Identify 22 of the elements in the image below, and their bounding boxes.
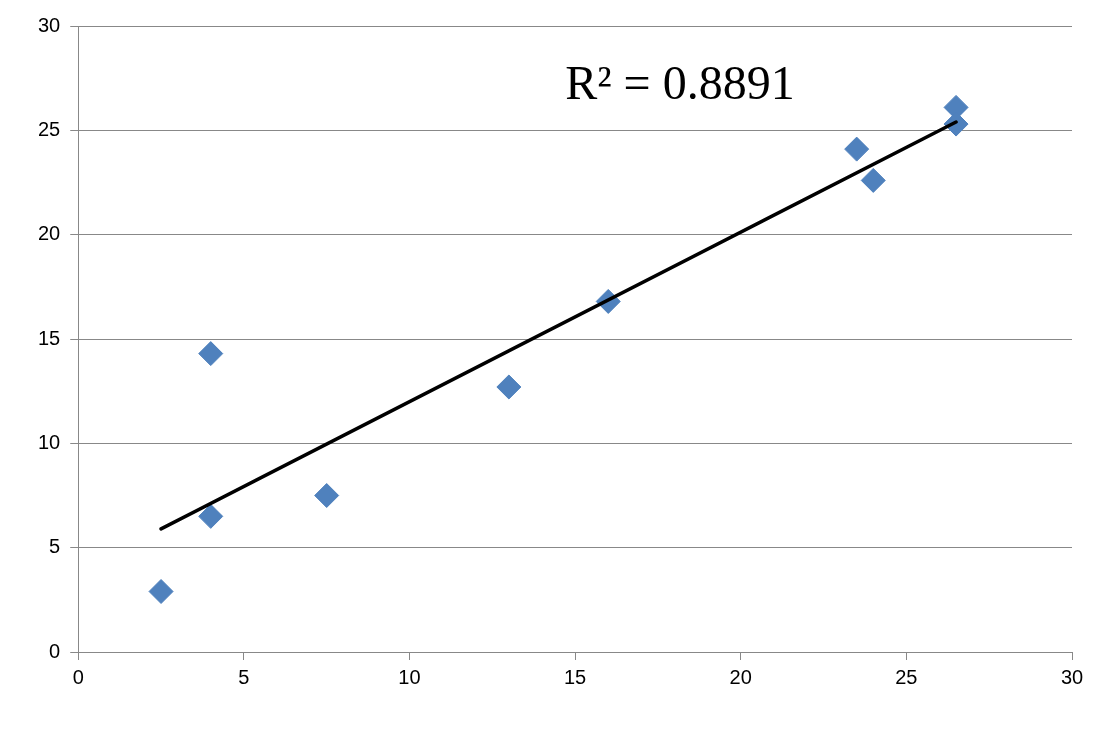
point [496, 374, 522, 400]
point [148, 578, 174, 604]
point [844, 136, 870, 162]
y-tick-label: 15 [38, 326, 61, 349]
y-tick-label: 20 [38, 222, 61, 245]
point [198, 341, 224, 367]
x-tick-label: 15 [564, 665, 587, 688]
x-tick-label: 20 [729, 665, 752, 688]
x-tick-label: 25 [895, 665, 918, 688]
y-tick-label: 5 [49, 535, 61, 558]
x-tick-label: 10 [398, 665, 421, 688]
point [198, 503, 224, 529]
x-tick-label: 5 [238, 665, 250, 688]
point [860, 167, 886, 193]
y-tick-label: 30 [38, 13, 61, 36]
y-tick-label: 0 [49, 639, 61, 662]
point [314, 483, 340, 508]
annotation: R² = 0.8891 [565, 55, 795, 109]
x-tick-label: 30 [1060, 665, 1084, 688]
x-tick-label: 0 [72, 665, 84, 688]
y-tick-label: 25 [38, 117, 61, 140]
y-tick-label: 10 [38, 430, 61, 453]
